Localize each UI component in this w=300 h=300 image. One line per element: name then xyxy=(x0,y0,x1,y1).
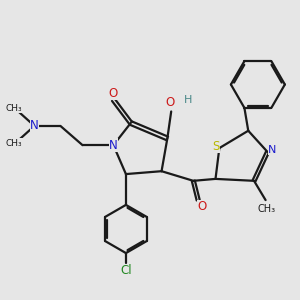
Text: CH₃: CH₃ xyxy=(6,104,22,113)
Text: O: O xyxy=(197,200,207,213)
Text: CH₃: CH₃ xyxy=(257,204,276,214)
Text: H: H xyxy=(183,95,192,105)
Text: CH₃: CH₃ xyxy=(6,139,22,148)
Text: N: N xyxy=(268,145,277,155)
Text: S: S xyxy=(212,140,219,153)
Text: N: N xyxy=(109,139,118,152)
Text: O: O xyxy=(109,87,118,100)
Text: Cl: Cl xyxy=(120,264,132,277)
Text: N: N xyxy=(30,119,39,132)
Text: O: O xyxy=(166,96,175,109)
